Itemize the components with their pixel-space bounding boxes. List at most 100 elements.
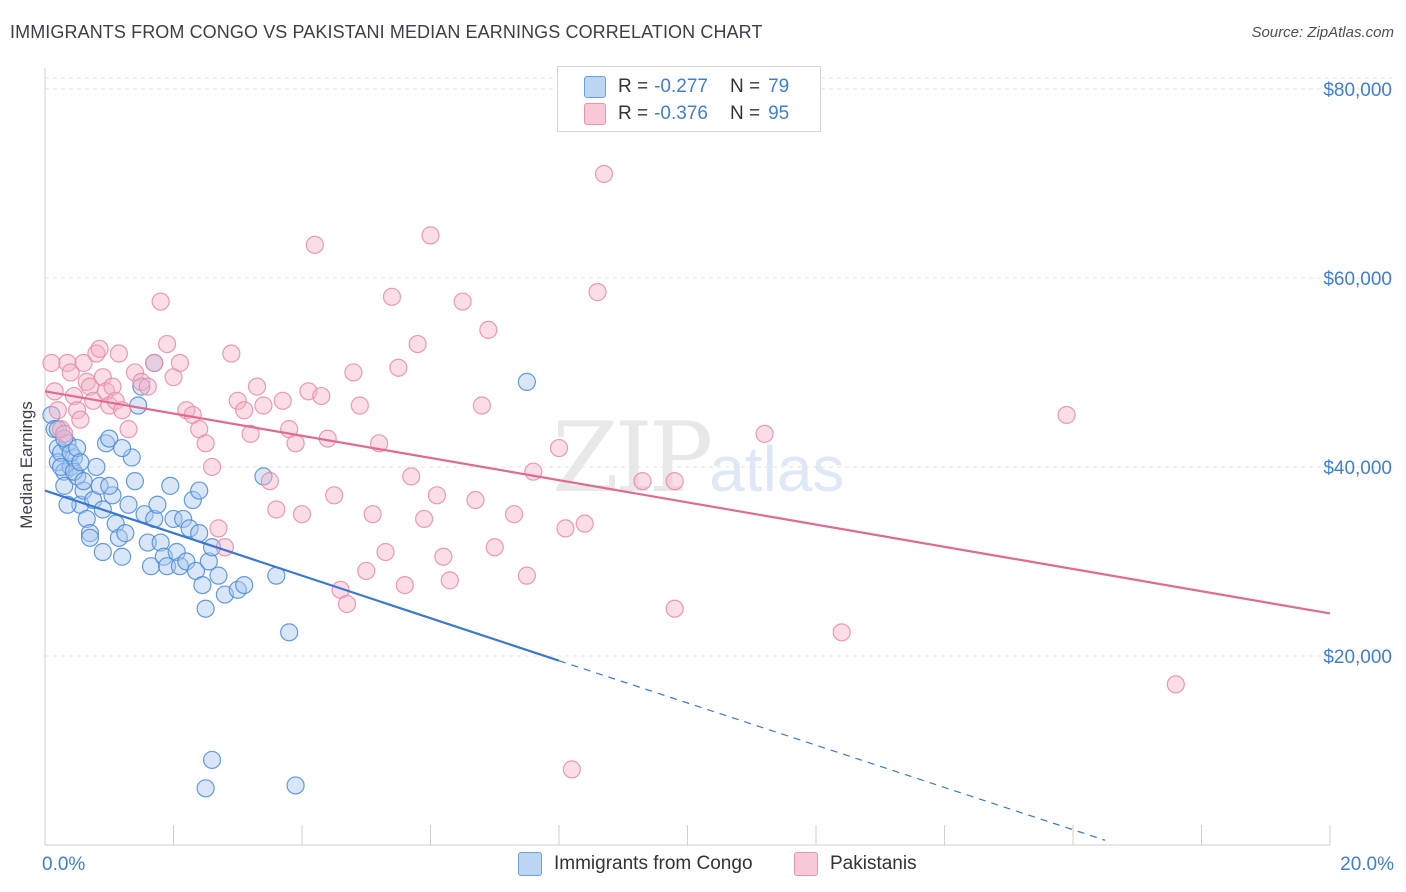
point-pakistanis	[575, 514, 594, 533]
point-pakistanis	[427, 486, 447, 505]
point-pakistanis	[549, 438, 569, 458]
legend-row-congo: R = -0.277 N = 79	[584, 75, 789, 99]
point-congo	[202, 750, 222, 770]
point-congo	[106, 514, 125, 533]
point-pakistanis	[48, 401, 67, 420]
point-pakistanis	[273, 391, 292, 410]
point-congo	[125, 472, 145, 491]
point-congo	[80, 528, 100, 547]
point-pakistanis	[286, 434, 305, 453]
point-pakistanis	[1057, 405, 1076, 425]
legend-n-label: N =	[729, 103, 761, 124]
bottom-legend-label-congo: Immigrants from Congo	[554, 853, 753, 874]
legend-row-pakistanis: R = -0.376 N = 95	[584, 102, 789, 126]
legend-swatch-pakistanis	[584, 103, 606, 125]
point-congo	[74, 472, 93, 491]
point-pakistanis	[292, 505, 312, 524]
trend-line-congo-extrapolated	[558, 660, 1106, 841]
point-congo	[112, 547, 132, 566]
point-congo	[100, 429, 119, 448]
point-pakistanis	[382, 287, 402, 306]
point-pakistanis	[1166, 675, 1185, 694]
point-congo	[141, 557, 161, 576]
point-pakistanis	[241, 424, 260, 443]
legend-r-value: -0.376	[654, 103, 708, 124]
ticks: $20,000 $40,000 $60,000 $80,000 0.0% 20.0%	[42, 80, 1394, 875]
point-pakistanis	[109, 344, 128, 363]
point-pakistanis	[254, 396, 273, 415]
point-pakistanis	[485, 538, 504, 557]
point-congo	[55, 476, 74, 495]
point-congo	[190, 481, 209, 500]
point-congo	[161, 476, 180, 495]
point-pakistanis	[665, 599, 684, 618]
point-congo	[174, 509, 193, 529]
x-tick-label: 20.0%	[1340, 854, 1394, 875]
point-pakistanis	[556, 519, 575, 538]
point-pakistanis	[170, 353, 190, 373]
chart-title: IMMIGRANTS FROM CONGO VS PAKISTANI MEDIA…	[10, 22, 763, 42]
point-pakistanis	[479, 320, 498, 340]
point-pakistanis	[42, 353, 61, 373]
watermark-atlas: atlas	[709, 433, 845, 505]
legend-r-value: -0.277	[654, 76, 708, 97]
point-pakistanis	[588, 283, 607, 302]
data-points	[42, 164, 1185, 798]
point-congo	[280, 623, 299, 642]
bottom-legend-pakistanis: Pakistanis	[794, 852, 917, 876]
bottom-legend-label-pakistanis: Pakistanis	[830, 853, 917, 874]
point-pakistanis	[235, 401, 254, 420]
x-tick-label: 0.0%	[42, 854, 85, 875]
point-pakistanis	[357, 561, 376, 581]
point-pakistanis	[228, 391, 247, 410]
y-tick-label: $40,000	[1323, 458, 1392, 479]
point-pakistanis	[832, 623, 851, 642]
point-congo	[167, 542, 186, 562]
bottom-legend-swatch-pakistanis	[794, 852, 818, 876]
point-pakistanis	[421, 226, 440, 245]
point-congo	[87, 457, 106, 477]
point-pakistanis	[71, 410, 90, 429]
trend-lines	[44, 390, 1331, 841]
point-congo	[235, 575, 254, 595]
point-pakistanis	[376, 542, 395, 562]
point-pakistanis	[594, 164, 614, 184]
point-pakistanis	[222, 344, 241, 363]
point-congo	[100, 476, 119, 495]
point-pakistanis	[440, 571, 459, 590]
point-pakistanis	[633, 472, 652, 491]
point-pakistanis	[93, 368, 112, 387]
point-congo	[80, 524, 100, 543]
point-pakistanis	[517, 566, 536, 585]
trend-line-congo	[44, 489, 560, 662]
point-pakistanis	[305, 235, 324, 254]
point-pakistanis	[145, 353, 164, 373]
point-pakistanis	[408, 334, 427, 354]
point-congo	[122, 448, 141, 467]
point-congo	[183, 490, 202, 510]
point-pakistanis	[344, 363, 363, 382]
point-congo	[164, 509, 183, 529]
point-pakistanis	[260, 472, 279, 491]
point-pakistanis	[196, 434, 215, 453]
y-tick-label: $80,000	[1323, 80, 1392, 101]
point-congo	[157, 557, 177, 576]
point-congo	[199, 552, 218, 571]
axes	[44, 68, 1331, 846]
point-pakistanis	[61, 363, 80, 382]
point-congo	[93, 542, 112, 562]
point-pakistanis	[138, 377, 157, 396]
legend-n-label: N =	[729, 76, 761, 97]
point-congo	[112, 438, 132, 458]
legend-r-label: R =	[618, 103, 649, 124]
point-congo	[148, 495, 167, 514]
watermark-zip: ZIP	[552, 402, 713, 514]
point-congo	[177, 552, 196, 571]
point-congo	[151, 533, 170, 552]
point-pakistanis	[267, 500, 286, 519]
bottom-legend-swatch-congo	[518, 852, 542, 876]
point-congo	[71, 453, 90, 472]
point-pakistanis	[247, 377, 267, 396]
point-pakistanis	[209, 519, 228, 538]
